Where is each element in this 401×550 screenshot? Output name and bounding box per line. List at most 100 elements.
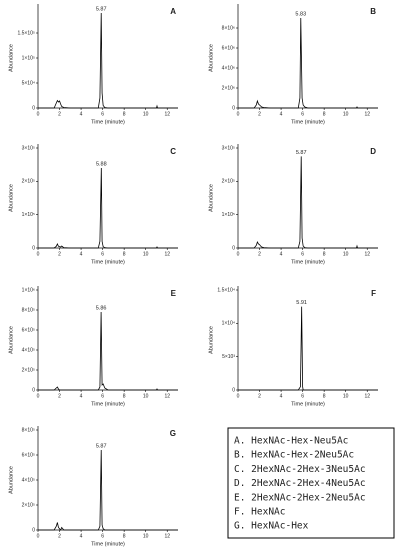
x-tick-label: 6 <box>101 533 104 539</box>
x-tick-label: 12 <box>364 393 370 399</box>
y-tick-label: 0 <box>32 527 35 533</box>
peak-label: 5.91 <box>296 300 307 306</box>
x-tick-label: 0 <box>37 251 40 257</box>
y-tick-label: 6×10⁵ <box>22 452 35 458</box>
x-tick-label: 4 <box>280 111 283 117</box>
y-tick-label: 1×10⁵ <box>22 55 35 61</box>
x-tick-label: 6 <box>101 393 104 399</box>
x-tick-label: 0 <box>37 111 40 117</box>
x-axis-title: Time (minute) <box>91 541 125 547</box>
x-tick-label: 4 <box>80 251 83 257</box>
trace-line <box>238 306 378 391</box>
y-tick-label: 8×10⁵ <box>22 307 35 313</box>
x-tick-label: 10 <box>343 393 349 399</box>
legend-item: C. 2HexNAc-2Hex-3Neu5Ac <box>234 464 366 475</box>
y-axis-title: Abundance <box>8 44 14 72</box>
x-tick-label: 12 <box>364 111 370 117</box>
x-tick-label: 2 <box>58 533 61 539</box>
y-tick-label: 0 <box>232 245 235 251</box>
x-tick-label: 2 <box>258 393 261 399</box>
x-tick-label: 8 <box>323 393 326 399</box>
x-tick-label: 8 <box>123 533 126 539</box>
y-axis-title: Abundance <box>208 44 214 72</box>
x-tick-label: 2 <box>258 251 261 257</box>
y-axis-title: Abundance <box>8 466 14 494</box>
panel-label: G <box>170 429 176 438</box>
panel-label: A <box>170 7 176 16</box>
y-tick-label: 2×10⁵ <box>22 179 35 185</box>
y-tick-label: 0 <box>232 387 235 393</box>
panel-label: D <box>370 147 376 156</box>
panel-label: F <box>371 289 376 298</box>
x-tick-label: 2 <box>58 393 61 399</box>
y-tick-label: 0 <box>32 387 35 393</box>
y-tick-label: 0 <box>32 245 35 251</box>
x-tick-label: 8 <box>123 393 126 399</box>
x-tick-label: 0 <box>237 251 240 257</box>
x-tick-label: 10 <box>343 111 349 117</box>
x-axis-title: Time (minute) <box>291 119 325 125</box>
peak-label: 5.87 <box>96 443 107 449</box>
x-tick-label: 4 <box>280 393 283 399</box>
y-tick-label: 1×10⁵ <box>22 212 35 218</box>
y-tick-label: 6×10⁵ <box>22 327 35 333</box>
x-tick-label: 12 <box>164 111 170 117</box>
panel-label: B <box>370 7 376 16</box>
y-tick-label: 2×10⁵ <box>22 367 35 373</box>
legend-item: B. HexNAc-Hex-2Neu5Ac <box>234 450 354 461</box>
peak-label: 5.86 <box>96 305 107 311</box>
y-tick-label: 3×10⁵ <box>222 145 235 151</box>
y-tick-label: 2×10⁵ <box>22 502 35 508</box>
legend-item: F. HexNAc <box>234 507 285 518</box>
trace-line <box>238 17 378 109</box>
x-tick-label: 0 <box>237 111 240 117</box>
x-tick-label: 10 <box>143 393 149 399</box>
x-tick-label: 8 <box>123 251 126 257</box>
x-tick-label: 12 <box>164 393 170 399</box>
trace-line <box>38 167 178 249</box>
y-tick-label: 4×10⁶ <box>222 65 235 71</box>
x-tick-label: 6 <box>101 111 104 117</box>
y-axis-title: Abundance <box>8 184 14 212</box>
legend-box <box>227 427 395 539</box>
panel-label: E <box>171 289 177 298</box>
y-tick-label: 2×10⁶ <box>222 85 235 91</box>
x-axis-title: Time (minute) <box>91 401 125 407</box>
x-tick-label: 4 <box>80 111 83 117</box>
x-tick-label: 12 <box>164 251 170 257</box>
x-tick-label: 0 <box>37 393 40 399</box>
x-tick-label: 10 <box>143 111 149 117</box>
x-tick-label: 2 <box>258 111 261 117</box>
x-tick-label: 8 <box>123 111 126 117</box>
x-tick-label: 4 <box>80 393 83 399</box>
peak-label: 5.87 <box>96 6 107 12</box>
y-tick-label: 4×10⁵ <box>22 477 35 483</box>
legend-item: A. HexNAc-Hex-Neu5Ac <box>234 436 348 447</box>
y-tick-label: 1.5×10⁵ <box>17 30 35 36</box>
x-tick-label: 6 <box>101 251 104 257</box>
x-tick-label: 10 <box>143 533 149 539</box>
y-axis-title: Abundance <box>208 326 214 354</box>
y-axis-title: Abundance <box>8 326 14 354</box>
x-tick-label: 4 <box>80 533 83 539</box>
legend-item: G. HexNAc-Hex <box>234 521 309 532</box>
trace-line <box>238 156 378 249</box>
legend-item: E. 2HexNAc-2Hex-2Neu5Ac <box>234 492 366 503</box>
y-tick-label: 1×10⁴ <box>222 321 235 327</box>
x-tick-label: 12 <box>364 251 370 257</box>
legend-item: D. 2HexNAc-2Hex-4Neu5Ac <box>234 478 366 489</box>
trace-line <box>38 12 178 109</box>
y-tick-label: 5×10³ <box>222 354 235 360</box>
y-tick-label: 0 <box>32 105 35 111</box>
x-tick-label: 4 <box>280 251 283 257</box>
y-tick-label: 1.5×10⁴ <box>217 287 235 293</box>
y-tick-label: 4×10⁵ <box>22 347 35 353</box>
y-tick-label: 5×10⁴ <box>22 80 35 86</box>
peak-label: 5.87 <box>296 150 307 156</box>
y-tick-label: 2×10⁵ <box>222 179 235 185</box>
x-axis-title: Time (minute) <box>91 259 125 265</box>
x-tick-label: 12 <box>164 533 170 539</box>
panel-label: C <box>170 147 176 156</box>
y-tick-label: 0 <box>232 105 235 111</box>
